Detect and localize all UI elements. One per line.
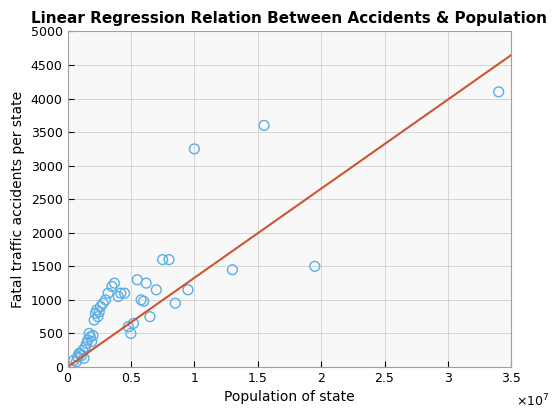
Point	[142, 280, 151, 286]
Point	[310, 263, 319, 270]
Point	[94, 313, 102, 320]
Point	[158, 256, 167, 263]
Y-axis label: Fatal traffic accidents per state: Fatal traffic accidents per state	[11, 91, 25, 308]
Point	[260, 122, 269, 129]
Point	[146, 313, 155, 320]
Point	[82, 340, 91, 347]
Point	[90, 317, 99, 323]
Text: $\times10^7$: $\times10^7$	[516, 392, 549, 409]
Point	[86, 333, 95, 340]
Point	[88, 332, 97, 339]
Point	[133, 276, 142, 283]
Point	[74, 350, 83, 357]
Point	[494, 89, 503, 95]
Point	[171, 300, 180, 307]
Point	[81, 344, 90, 350]
Point	[190, 145, 199, 152]
Point	[78, 347, 87, 354]
Point	[96, 303, 105, 310]
Point	[116, 290, 125, 297]
Point	[120, 290, 129, 297]
Point	[91, 310, 100, 317]
Point	[92, 307, 101, 313]
Point	[110, 280, 119, 286]
Point	[108, 283, 116, 290]
Point	[165, 256, 174, 263]
Point	[184, 286, 193, 293]
Point	[99, 300, 108, 307]
Point	[139, 298, 148, 304]
Point	[80, 355, 88, 362]
Point	[77, 352, 86, 359]
Point	[87, 338, 96, 345]
Title: Linear Regression Relation Between Accidents & Population: Linear Regression Relation Between Accid…	[31, 11, 548, 26]
Point	[152, 286, 161, 293]
Point	[72, 358, 81, 365]
Point	[69, 357, 78, 364]
Point	[85, 330, 94, 337]
Point	[95, 309, 104, 315]
Point	[137, 297, 146, 303]
Point	[73, 354, 82, 360]
Point	[129, 320, 138, 327]
Point	[124, 323, 133, 330]
Point	[76, 350, 85, 357]
X-axis label: Population of state: Population of state	[224, 391, 354, 404]
Point	[83, 337, 92, 344]
Point	[101, 297, 110, 303]
Point	[104, 290, 113, 297]
Point	[228, 266, 237, 273]
Point	[114, 293, 123, 300]
Point	[127, 330, 136, 337]
